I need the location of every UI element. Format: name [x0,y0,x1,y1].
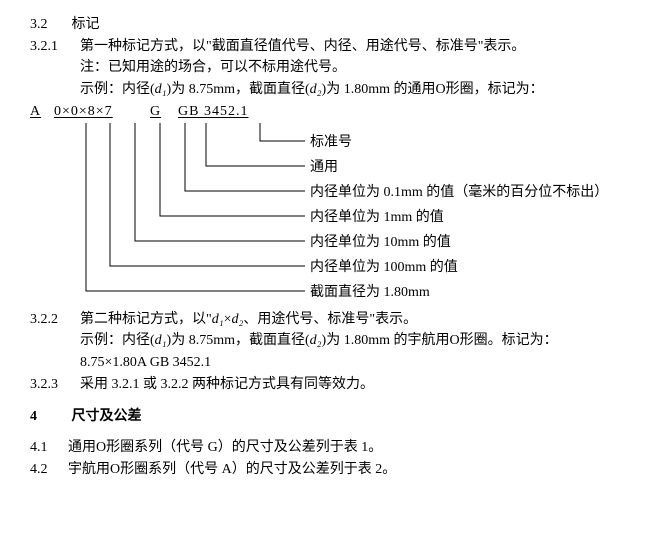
label-10mm: 内径单位为 10mm 的值 [310,232,451,254]
para-3-2-1: 3.2.1第一种标记方式，以"截面直径值代号、内径、用途代号、标准号"表示。 [30,36,639,58]
text: )为 8.75mm，截面直径( [167,82,310,97]
para-num: 3.2.2 [30,309,80,331]
para-3-2-3: 3.2.3采用 3.2.1 或 3.2.2 两种标记方式具有同等效力。 [30,374,639,396]
var-d1: d₁ [155,333,167,348]
code-G: G [150,101,161,123]
section-num: 4 [30,406,68,428]
text: 第二种标记方式，以" [80,312,212,327]
section-4-heading: 4 尺寸及公差 [30,406,639,428]
code-dims: 0×0×8×7 [54,101,113,123]
para-text: 第一种标记方式，以"截面直径值代号、内径、用途代号、标准号"表示。 [80,39,525,54]
section-num: 3.2 [30,14,68,36]
section-title: 尺寸及公差 [72,409,142,424]
para-num: 3.2.1 [30,36,80,58]
text: 示例：内径( [80,333,155,348]
text: 示例：内径( [80,82,155,97]
label-std: 标准号 [310,132,352,154]
text: × [224,312,232,327]
para-text: 宇航用O形圈系列（代号 A）的尺寸及公差列于表 2。 [68,462,396,477]
text: )为 1.80mm 的宇航用O形圈。标记为： [322,333,558,348]
text: )为 1.80mm 的通用O形圈，标记为： [322,82,544,97]
var-d1: d₁ [212,312,224,327]
callout-diagram: 标准号 通用 内径单位为 0.1mm 的值（毫米的百分位不标出） 内径单位为 1… [80,123,639,309]
para-num: 3.2.3 [30,374,80,396]
section-title: 标记 [72,17,100,32]
example-3-2-1: 示例：内径(d₁)为 8.75mm，截面直径(d₂)为 1.80mm 的通用O形… [30,79,639,101]
code-A: A [30,101,41,123]
var-d2: d₂ [310,82,322,97]
code-3-2-2: 8.75×1.80A GB 3452.1 [30,352,639,374]
para-num: 4.2 [30,459,68,481]
text: 、用途代号、标准号"表示。 [243,312,417,327]
label-100mm: 内径单位为 100mm 的值 [310,257,458,279]
para-text: 采用 3.2.1 或 3.2.2 两种标记方式具有同等效力。 [80,377,374,392]
example-3-2-2: 示例：内径(d₁)为 8.75mm，截面直径(d₂)为 1.80mm 的宇航用O… [30,330,639,352]
var-d1: d₁ [155,82,167,97]
code-std: GB 3452.1 [178,101,248,123]
text: )为 8.75mm，截面直径( [167,333,310,348]
section-3-2-heading: 3.2 标记 [30,14,639,36]
var-d2: d₂ [232,312,244,327]
label-0-1mm: 内径单位为 0.1mm 的值（毫米的百分位不标出） [310,182,608,204]
var-d2: d₂ [310,333,322,348]
marking-code: A 0×0×8×7 G GB 3452.1 [30,101,639,123]
para-3-2-2: 3.2.2第二种标记方式，以"d₁×d₂、用途代号、标准号"表示。 [30,309,639,331]
para-num: 4.1 [30,437,68,459]
note-3-2-1: 注：已知用途的场合，可以不标用途代号。 [30,57,639,79]
para-text: 通用O形圈系列（代号 G）的尺寸及公差列于表 1。 [68,440,382,455]
para-4-1: 4.1通用O形圈系列（代号 G）的尺寸及公差列于表 1。 [30,437,639,459]
label-section: 截面直径为 1.80mm [310,282,430,304]
para-4-2: 4.2宇航用O形圈系列（代号 A）的尺寸及公差列于表 2。 [30,459,639,481]
label-general: 通用 [310,157,338,179]
label-1mm: 内径单位为 1mm 的值 [310,207,444,229]
